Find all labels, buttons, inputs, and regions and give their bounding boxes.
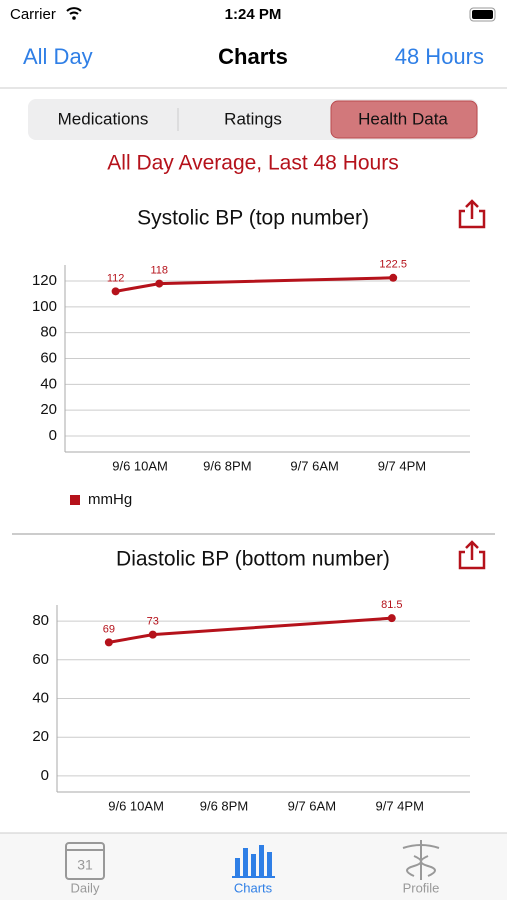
nav-left-button[interactable]: All Day <box>23 44 93 69</box>
chart-title: Diastolic BP (bottom number) <box>116 548 390 571</box>
y-tick-label: 80 <box>40 324 57 341</box>
nav-title: Charts <box>218 44 288 69</box>
y-tick-label: 60 <box>32 651 49 668</box>
y-tick-label: 100 <box>32 298 57 315</box>
battery-level <box>472 10 493 19</box>
x-tick-label: 9/6 8PM <box>200 798 248 813</box>
share-button[interactable] <box>458 540 486 570</box>
segment[interactable]: Health Data <box>358 109 448 128</box>
icon-bar <box>259 845 264 876</box>
segment[interactable]: Medications <box>58 109 149 128</box>
wifi-dot <box>72 16 76 20</box>
charts-icon[interactable] <box>232 845 275 878</box>
data-label: 73 <box>147 616 159 628</box>
share-button[interactable] <box>458 199 486 229</box>
segment-selected-bg <box>330 100 478 139</box>
y-tick-label: 80 <box>32 612 49 629</box>
x-tick-label: 9/6 10AM <box>112 458 168 473</box>
icon-bar <box>267 852 272 876</box>
wifi-icon <box>66 7 82 15</box>
x-tick-label: 9/6 8PM <box>203 458 251 473</box>
data-point <box>104 638 113 647</box>
y-tick-label: 0 <box>49 427 57 444</box>
calendar-icon[interactable] <box>65 842 105 880</box>
segment[interactable]: Ratings <box>224 109 282 128</box>
caduceus-icon[interactable] <box>402 840 440 880</box>
icon-bar <box>251 854 256 876</box>
nav-right-button[interactable]: 48 Hours <box>395 44 484 69</box>
tab-label[interactable]: Profile <box>403 880 440 895</box>
y-tick-label: 0 <box>41 767 49 784</box>
icon-base <box>232 876 275 878</box>
y-tick-label: 20 <box>32 728 49 745</box>
x-tick-label: 9/7 6AM <box>288 798 336 813</box>
x-tick-label: 9/6 10AM <box>108 798 164 813</box>
calendar-icon-day: 31 <box>77 857 93 873</box>
data-point <box>389 273 398 282</box>
y-tick-label: 60 <box>40 349 57 366</box>
y-tick-label: 40 <box>32 689 49 706</box>
legend-label: mmHg <box>88 491 132 508</box>
data-label: 69 <box>103 623 115 635</box>
battery <box>469 7 496 22</box>
data-label: 122.5 <box>379 259 407 271</box>
y-tick-label: 120 <box>32 272 57 289</box>
data-point <box>148 630 157 639</box>
data-point <box>111 287 120 296</box>
carrier: Carrier <box>10 6 56 23</box>
data-label: 118 <box>150 265 168 277</box>
x-tick-label: 9/7 4PM <box>375 798 423 813</box>
data-point <box>387 614 396 623</box>
data-point <box>155 279 164 288</box>
icon-bar <box>243 848 248 876</box>
tab-label[interactable]: Daily <box>71 880 100 895</box>
legend-swatch <box>70 495 80 505</box>
y-tick-label: 40 <box>40 375 57 392</box>
tab-label[interactable]: Charts <box>234 880 273 895</box>
icon-bar <box>235 858 240 876</box>
y-tick-label: 20 <box>40 401 57 418</box>
chart-title: Systolic BP (top number) <box>137 207 369 230</box>
x-tick-label: 9/7 6AM <box>290 458 338 473</box>
subtitle: All Day Average, Last 48 Hours <box>107 152 398 175</box>
data-label: 112 <box>107 272 125 284</box>
icon-wings <box>402 844 440 877</box>
x-tick-label: 9/7 4PM <box>378 458 426 473</box>
data-label: 81.5 <box>381 599 402 611</box>
clock: 1:24 PM <box>225 6 282 23</box>
